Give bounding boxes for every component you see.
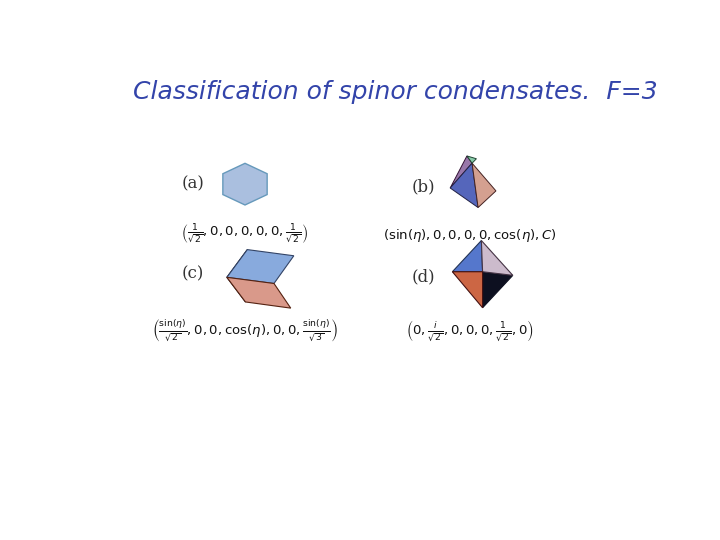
Text: (d): (d): [412, 268, 436, 285]
Text: Classification of spinor condensates.  F=3: Classification of spinor condensates. F=…: [132, 80, 657, 104]
Text: $(\sin(\eta), 0, 0, 0, 0, \cos(\eta), C)$: $(\sin(\eta), 0, 0, 0, 0, \cos(\eta), C)…: [383, 227, 557, 244]
Polygon shape: [482, 272, 513, 308]
Polygon shape: [450, 163, 478, 207]
Polygon shape: [452, 272, 482, 308]
Text: $\left(\frac{\sin(\eta)}{\sqrt{2}}, 0, 0, \cos(\eta), 0, 0, \frac{\sin(\eta)}{\s: $\left(\frac{\sin(\eta)}{\sqrt{2}}, 0, 0…: [152, 318, 338, 343]
Text: (c): (c): [181, 266, 204, 283]
Polygon shape: [227, 249, 294, 284]
Polygon shape: [227, 249, 248, 302]
Polygon shape: [472, 163, 496, 207]
Text: (b): (b): [412, 178, 436, 195]
Text: (a): (a): [181, 176, 204, 193]
Polygon shape: [452, 240, 482, 272]
Polygon shape: [467, 156, 477, 163]
Polygon shape: [482, 240, 513, 275]
Text: $\left(\frac{1}{\sqrt{2}}, 0, 0, 0, 0, 0, \frac{1}{\sqrt{2}}\right)$: $\left(\frac{1}{\sqrt{2}}, 0, 0, 0, 0, 0…: [181, 222, 309, 246]
Text: $\left(0, \frac{i}{\sqrt{2}}, 0, 0, 0, \frac{1}{\sqrt{2}}, 0\right)$: $\left(0, \frac{i}{\sqrt{2}}, 0, 0, 0, \…: [406, 318, 534, 343]
Polygon shape: [223, 163, 267, 205]
Polygon shape: [227, 278, 291, 308]
Polygon shape: [450, 156, 472, 188]
